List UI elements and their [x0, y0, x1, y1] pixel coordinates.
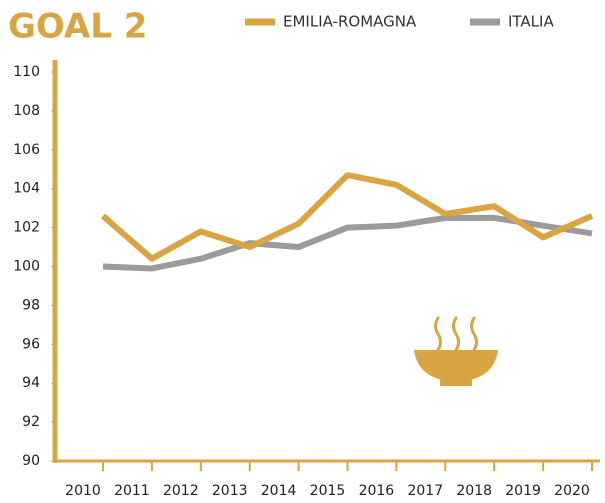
y-tick-label: 100: [13, 259, 40, 275]
y-tick-label: 106: [13, 142, 40, 158]
y-tick-label: 102: [13, 220, 40, 236]
bowl-icon: [414, 316, 498, 386]
x-tick-label: 2019: [505, 483, 541, 499]
x-tick-label: 2010: [65, 483, 101, 499]
y-tick-label: 90: [22, 453, 40, 469]
x-tick-label: 2014: [261, 483, 297, 499]
legend-label: EMILIA-ROMAGNA: [283, 13, 417, 31]
x-tick-label: 2013: [212, 483, 248, 499]
y-tick-label: 110: [13, 64, 40, 80]
y-tick-label: 94: [22, 375, 40, 391]
y-tick-label: 92: [22, 414, 40, 430]
legend-label: ITALIA: [508, 13, 554, 31]
line-series: [101, 172, 594, 262]
x-tick-label: 2018: [456, 483, 492, 499]
y-tick-label: 104: [13, 181, 40, 197]
x-tick-label: 2011: [114, 483, 150, 499]
x-tick-label: 2012: [163, 483, 199, 499]
y-tick-label: 96: [22, 336, 40, 352]
line-series: [102, 214, 593, 272]
x-tick-label: 2017: [407, 483, 443, 499]
x-tick-label: 2015: [310, 483, 346, 499]
y-tick-label: 108: [13, 103, 40, 119]
x-tick-label: 2016: [359, 483, 395, 499]
y-tick-label: 98: [22, 297, 40, 313]
chart-title: GOAL 2: [8, 7, 147, 47]
x-tick-label: 2020: [554, 483, 590, 499]
